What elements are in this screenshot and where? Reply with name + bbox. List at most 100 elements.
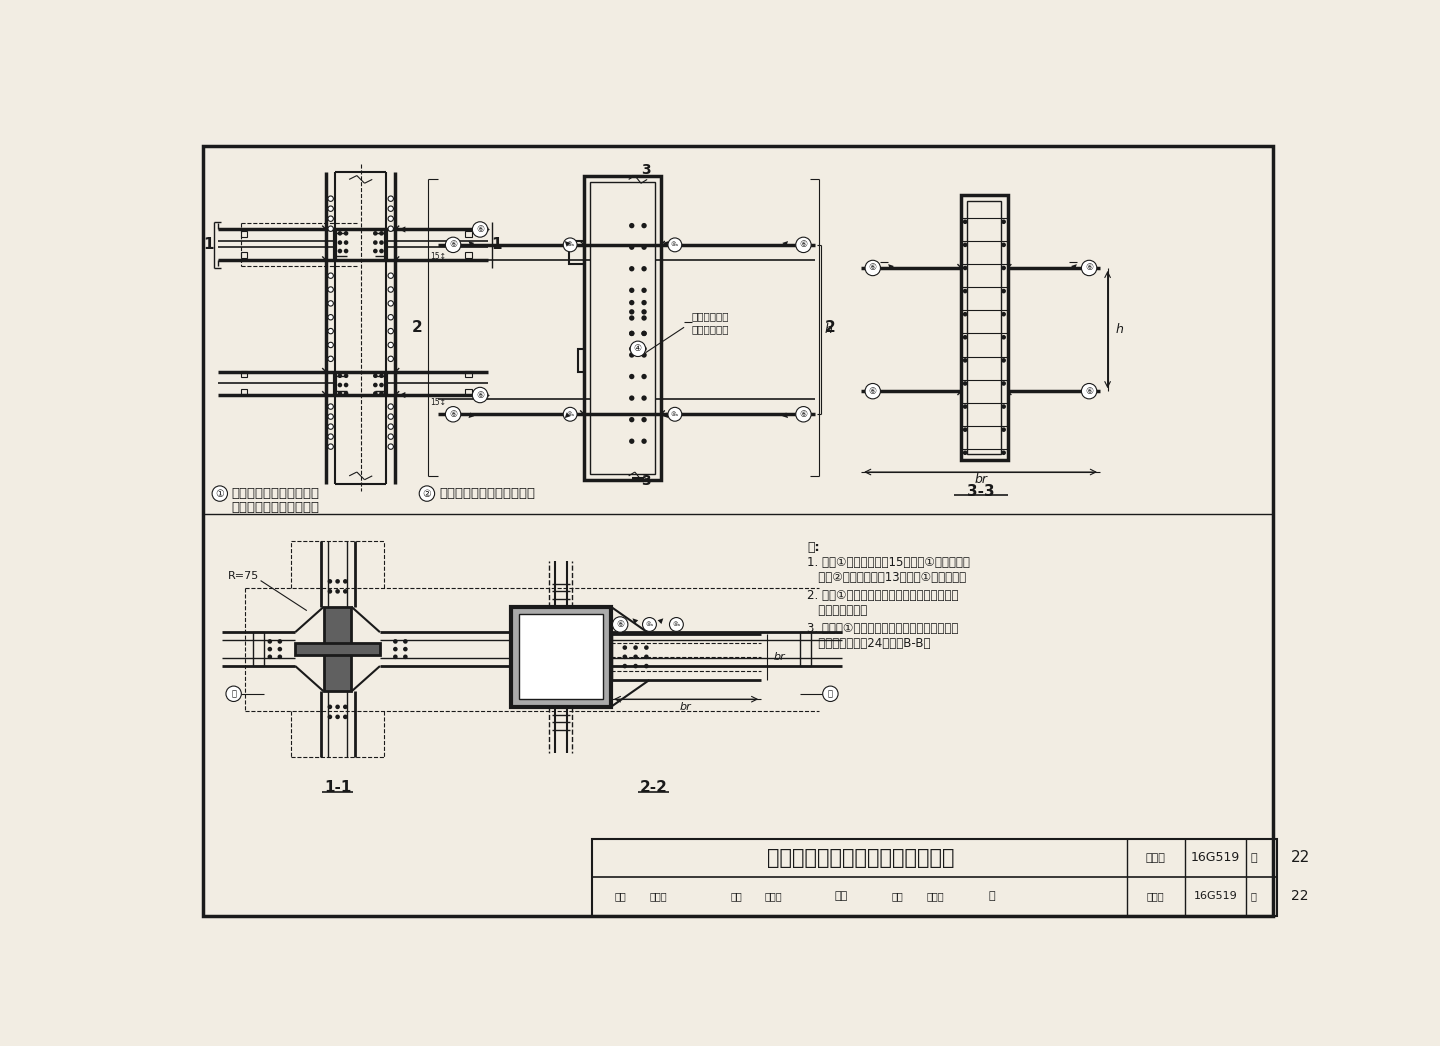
Circle shape — [668, 237, 681, 252]
Circle shape — [622, 645, 626, 650]
Circle shape — [387, 287, 393, 292]
Bar — [465, 252, 471, 258]
Circle shape — [629, 331, 635, 336]
Bar — [585, 176, 661, 480]
Text: ⑪: ⑪ — [232, 689, 236, 699]
Circle shape — [328, 414, 334, 419]
Circle shape — [387, 404, 393, 409]
Text: 郁银泉: 郁银泉 — [649, 891, 667, 902]
Text: ④ₐ: ④ₐ — [672, 622, 681, 627]
Circle shape — [1001, 335, 1007, 340]
Text: ⑥: ⑥ — [799, 410, 808, 418]
Text: ⑪: ⑪ — [828, 689, 832, 699]
Circle shape — [796, 237, 811, 252]
Bar — [592, 839, 1277, 915]
Text: 和钢梁的连接。: 和钢梁的连接。 — [808, 604, 867, 617]
Circle shape — [1001, 404, 1007, 409]
Circle shape — [629, 288, 635, 293]
Circle shape — [668, 407, 681, 422]
Circle shape — [328, 273, 334, 278]
Circle shape — [387, 226, 393, 231]
Circle shape — [327, 589, 333, 594]
Circle shape — [634, 655, 638, 659]
Text: 3. 在节点①中，当梁端的腹板采用工地焊缝连: 3. 在节点①中，当梁端的腹板采用工地焊缝连 — [808, 622, 959, 635]
Text: 2. 节点①只适用于型钢混凝土结构的柱中型钢: 2. 节点①只适用于型钢混凝土结构的柱中型钢 — [808, 589, 959, 602]
Circle shape — [328, 226, 334, 231]
Text: 接时，可参见第24页中的B-B。: 接时，可参见第24页中的B-B。 — [808, 637, 930, 650]
Circle shape — [343, 705, 347, 709]
Circle shape — [343, 714, 347, 720]
Circle shape — [641, 373, 647, 380]
Text: 页: 页 — [989, 891, 995, 902]
Text: 1. 节点①的柱身应与第15页节点①配合使用。: 1. 节点①的柱身应与第15页节点①配合使用。 — [808, 556, 971, 569]
Circle shape — [337, 383, 343, 387]
Circle shape — [337, 391, 343, 395]
Circle shape — [343, 589, 347, 594]
Text: ②: ② — [422, 488, 432, 499]
Circle shape — [337, 231, 343, 235]
Circle shape — [641, 245, 647, 250]
Circle shape — [631, 341, 645, 357]
Circle shape — [403, 639, 408, 643]
Bar — [518, 614, 603, 699]
Circle shape — [328, 444, 334, 450]
Circle shape — [379, 373, 384, 378]
Bar — [240, 252, 246, 258]
Text: ⑥: ⑥ — [449, 410, 456, 418]
Text: h: h — [1116, 323, 1123, 336]
Circle shape — [387, 206, 393, 211]
Text: 16G519: 16G519 — [1194, 891, 1237, 902]
Circle shape — [403, 655, 408, 659]
Text: 22: 22 — [1292, 889, 1309, 904]
Circle shape — [963, 428, 968, 432]
Circle shape — [336, 589, 340, 594]
Text: 页: 页 — [1250, 852, 1257, 863]
Circle shape — [634, 645, 638, 650]
Circle shape — [337, 249, 343, 253]
Circle shape — [379, 249, 384, 253]
Circle shape — [472, 387, 488, 403]
Circle shape — [344, 249, 348, 253]
Polygon shape — [662, 241, 668, 247]
Circle shape — [393, 646, 397, 652]
Circle shape — [336, 714, 340, 720]
Text: ⑥: ⑥ — [868, 387, 877, 395]
Circle shape — [445, 237, 461, 252]
Circle shape — [641, 310, 647, 315]
Circle shape — [641, 331, 647, 336]
Circle shape — [1081, 384, 1097, 399]
Text: 武子斌: 武子斌 — [765, 891, 782, 902]
Text: 22: 22 — [1290, 850, 1310, 865]
Circle shape — [1081, 260, 1097, 276]
Circle shape — [963, 220, 968, 224]
Circle shape — [1001, 243, 1007, 247]
Circle shape — [268, 655, 272, 659]
Circle shape — [379, 383, 384, 387]
Circle shape — [963, 289, 968, 293]
Text: ④: ④ — [634, 344, 642, 354]
Circle shape — [641, 346, 647, 351]
Circle shape — [373, 249, 377, 253]
Text: ⑥: ⑥ — [1086, 387, 1093, 395]
Text: ⑥: ⑥ — [477, 390, 484, 400]
Circle shape — [1001, 451, 1007, 455]
Circle shape — [641, 331, 647, 336]
Circle shape — [1001, 289, 1007, 293]
Circle shape — [387, 315, 393, 320]
Polygon shape — [662, 412, 668, 418]
Circle shape — [344, 383, 348, 387]
Bar — [590, 182, 655, 474]
Circle shape — [379, 241, 384, 245]
Circle shape — [641, 315, 647, 321]
Bar — [465, 371, 471, 378]
Text: ④ₐ: ④ₐ — [645, 622, 654, 627]
Polygon shape — [632, 618, 638, 624]
Circle shape — [328, 287, 334, 292]
Circle shape — [327, 714, 333, 720]
Text: 3: 3 — [641, 474, 651, 488]
Circle shape — [865, 384, 880, 399]
Circle shape — [328, 196, 334, 202]
Text: ④ₐ: ④ₐ — [671, 243, 678, 247]
Circle shape — [387, 342, 393, 347]
Circle shape — [278, 639, 282, 643]
